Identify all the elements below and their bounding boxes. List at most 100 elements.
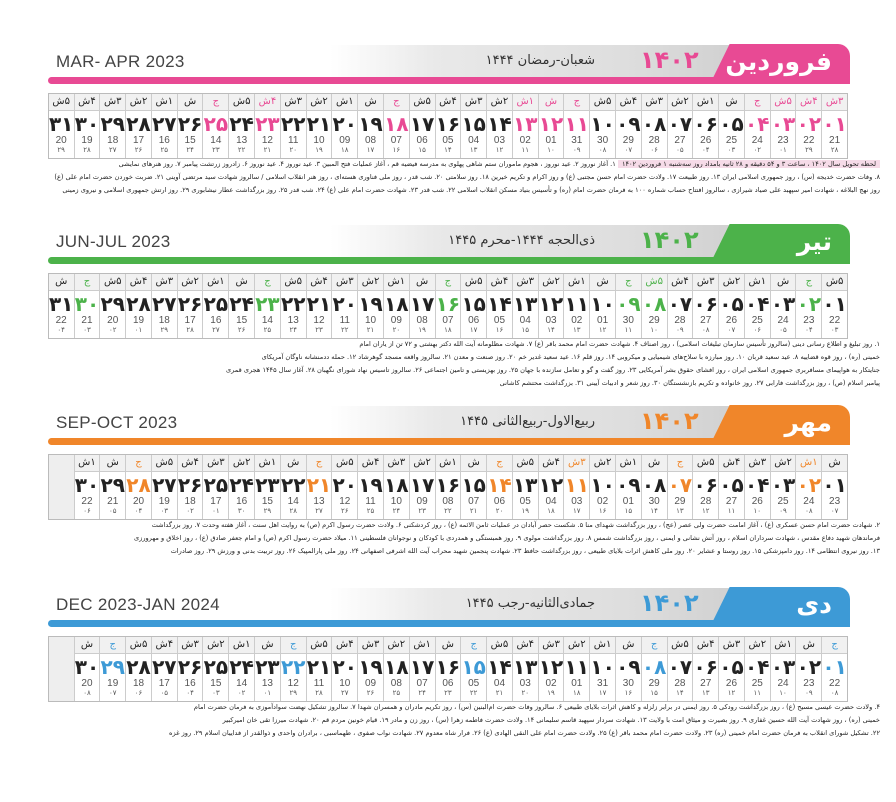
day-cell: ۲ش ۲۱ 10 ۱۹ <box>305 94 332 158</box>
weekday-label: ج <box>255 274 280 291</box>
day-cell: ۵ش ۱۷ 06 ۱۵ <box>408 94 435 158</box>
persian-day-number: ۲۲ <box>280 655 306 679</box>
persian-day-number: ۰۵ <box>719 112 744 136</box>
gregorian-day: 19 <box>132 315 145 326</box>
persian-day-number: ۱۷ <box>409 292 435 316</box>
weekday-label: ۵ش <box>229 94 255 111</box>
day-cell: ۵ش ۲۰ 12 ۲۶ <box>331 455 358 519</box>
persian-day-number: ۲۹ <box>100 292 125 316</box>
day-cell: ۱ش ۱۳ 02 ۱۱ <box>511 94 538 158</box>
note-line: خمینی (ره) ، روز قوه قضاییه ۸. عید سعید … <box>40 351 880 364</box>
note-line: ۱. روز تبلیغ و اطلاع رسانی دینی (سالروز … <box>40 338 880 351</box>
persian-day-number: ۳۰ <box>74 112 100 136</box>
gregorian-day: 06 <box>442 678 454 689</box>
persian-day-number: ۱۴ <box>487 655 512 679</box>
gregorian-day: 19 <box>81 135 93 146</box>
persian-day-number: ۱۳ <box>513 655 538 679</box>
hijri-day: ۰۶ <box>650 146 658 154</box>
hijri-day: ۲۶ <box>366 689 375 697</box>
weekday-label: ۴ش <box>538 455 564 472</box>
persian-day-number: ۱۱ <box>564 292 589 316</box>
persian-day-number: ۰۶ <box>693 292 718 316</box>
hijri-day: ۱۳ <box>701 689 710 697</box>
weekday-label: ۴ش <box>306 274 332 291</box>
weekday-label: ۴ش <box>332 637 358 654</box>
day-cell: ۵ش ۰۳ 23 ۰۱ <box>769 94 796 158</box>
day-cell: ش ۱۹ 08 ۱۷ <box>357 94 383 158</box>
gregorian-day: 26 <box>751 496 763 507</box>
weekday-label: ۵ش <box>822 274 847 291</box>
gregorian-day: 09 <box>339 135 351 146</box>
gregorian-day: 22 <box>829 678 841 689</box>
gregorian-day: 09 <box>364 678 377 689</box>
persian-day-number: ۱۲ <box>538 292 564 316</box>
gregorian-day: 17 <box>132 135 145 146</box>
persian-day-number: ۲۹ <box>100 112 125 136</box>
gregorian-day: 11 <box>313 678 325 689</box>
day-cell: ۵ش ۰۸ 29 ۱۰ <box>640 274 667 338</box>
weekday-label: ۱ش <box>74 455 100 472</box>
gregorian-day: 22 <box>829 315 841 326</box>
day-cell: ۳ش ۱۲ 02 ۱۹ <box>537 637 564 701</box>
hijri-day: ۲۷ <box>341 689 349 697</box>
persian-day-number: ۰۶ <box>693 655 718 679</box>
gregorian-day: 28 <box>700 496 712 507</box>
persian-day-number: ۱۶ <box>435 112 461 136</box>
day-cell: ج ۰۲ 23 ۰۴ <box>795 274 822 338</box>
weekday-label: ج <box>435 274 461 291</box>
gregorian-day: 03 <box>545 315 557 326</box>
hijri-day: ۰۴ <box>134 507 143 515</box>
hijri-day: ۱۹ <box>521 507 529 515</box>
day-cell: ۱ش ۳۰ 22 ۰۶ <box>73 455 100 519</box>
month-name-tab: دی <box>710 587 850 627</box>
weekday-label: ۳ش <box>822 94 847 111</box>
weekday-label: ۱ش <box>693 94 719 111</box>
color-bar <box>48 77 848 84</box>
hijri-day: ۱۷ <box>598 689 607 697</box>
weekday-label: ج <box>822 637 847 654</box>
day-cell: ج ۰۱ 22 ۰۸ <box>821 637 847 701</box>
day-cell: ۱ش ۰۲ 24 ۰۸ <box>795 455 822 519</box>
persian-day-number: ۲۷ <box>152 655 177 679</box>
month-name-tab: تیر <box>710 224 850 264</box>
gregorian-day: 07 <box>390 135 402 146</box>
gregorian-day: 29 <box>622 135 634 146</box>
hijri-day: ۰۷ <box>727 326 736 334</box>
day-cell: ۵ش ۱۰ 30 ۰۸ <box>589 94 615 158</box>
gregorian-day: 13 <box>287 315 299 326</box>
note-line: جنایتکار به هواپیمای مسافربری جمهوری اسل… <box>40 364 880 377</box>
persian-day-number: ۲۱ <box>306 473 332 497</box>
gregorian-day: 15 <box>210 678 222 689</box>
day-cell: ۳ش ۲۵ 17 ۰۱ <box>202 455 229 519</box>
note-text: روز نهج البلاغه ، شهادت امیر سپهبد علی ص… <box>62 186 880 194</box>
gregorian-day: 29 <box>674 496 686 507</box>
gregorian-day: 04 <box>519 315 531 326</box>
weekday-label: ج <box>280 637 306 654</box>
persian-day-number: ۱۵ <box>461 112 486 136</box>
hijri-day: ۱۴ <box>650 507 658 515</box>
day-cell: ۳ش ۰۸ 28 ۰۶ <box>640 94 667 158</box>
gregorian-day: 18 <box>158 315 170 326</box>
persian-day-number: ۲۳ <box>255 292 280 316</box>
day-cell: ۲ش ۰۴ 25 ۱۱ <box>743 637 770 701</box>
gregorian-day: 11 <box>288 135 299 146</box>
weekday-label: ۳ش <box>383 455 409 472</box>
hijri-day: ۲۲ <box>341 326 349 334</box>
gregorian-day: 01 <box>545 135 557 146</box>
gregorian-day: 15 <box>184 135 196 146</box>
hijri-day: ۲۲ <box>469 689 478 697</box>
gregorian-day: 01 <box>571 678 583 689</box>
day-cell: ۵ش ۰۶ 28 ۱۲ <box>692 455 719 519</box>
hijri-day: ۲۱ <box>263 146 272 154</box>
hijri-day: ۱۰ <box>779 689 787 697</box>
weekday-label: ش <box>590 274 615 291</box>
day-cell: ۲ش ۰۵ 26 ۰۷ <box>718 274 744 338</box>
day-cell: ۵ش ۱۳ 05 ۱۹ <box>511 455 538 519</box>
hijri-day: ۱۸ <box>573 689 581 697</box>
day-cell: ش ۲۶ 15 ۲۴ <box>176 94 203 158</box>
persian-day-number: ۱۷ <box>409 655 435 679</box>
gregorian-day: 25 <box>751 315 763 326</box>
hijri-day: ۱۰ <box>547 146 555 154</box>
hijri-day: ۱۲ <box>495 146 504 154</box>
weekday-label: ش <box>74 637 100 654</box>
